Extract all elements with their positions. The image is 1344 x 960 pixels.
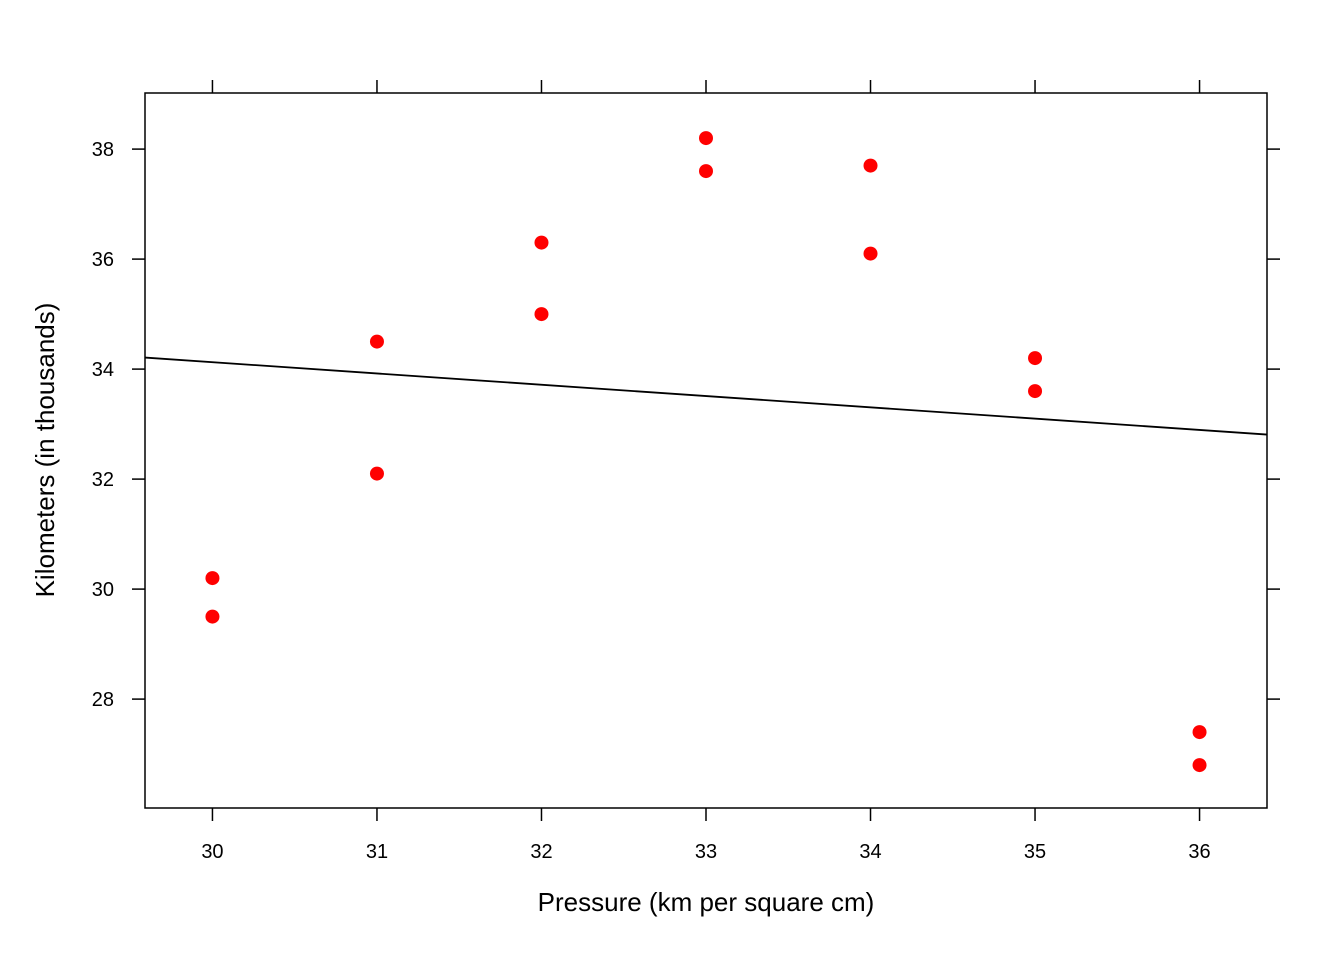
tick-labels: 30 31 32 33 34 35 36 28 30 32 34 36 38 xyxy=(92,139,1211,863)
y-tick-label-38: 38 xyxy=(92,139,114,161)
data-point-7 xyxy=(699,164,713,179)
data-point-1 xyxy=(205,609,220,624)
x-tick-label-36: 36 xyxy=(1188,841,1210,863)
y-tick-label-28: 28 xyxy=(92,689,114,711)
x-tick-label-31: 31 xyxy=(366,841,388,863)
x-tick-label-33: 33 xyxy=(695,841,717,863)
plot-frame xyxy=(144,92,1268,809)
data-point-2 xyxy=(369,334,384,349)
data-point-6 xyxy=(699,131,713,146)
data-point-10 xyxy=(1028,351,1043,366)
axis-ticks xyxy=(132,80,1280,821)
data-points xyxy=(205,131,1207,773)
data-point-11 xyxy=(1028,384,1043,399)
data-point-3 xyxy=(369,466,384,481)
x-tick-label-35: 35 xyxy=(1024,841,1046,863)
data-point-12 xyxy=(1192,725,1207,740)
fit-line-layer xyxy=(144,356,1268,436)
y-tick-label-36: 36 xyxy=(92,249,114,271)
x-tick-label-34: 34 xyxy=(859,841,881,863)
regression-line xyxy=(144,356,1268,436)
data-point-9 xyxy=(863,246,878,261)
data-point-5 xyxy=(534,307,549,322)
y-tick-label-34: 34 xyxy=(92,359,114,381)
x-axis-title: Pressure (km per square cm) xyxy=(538,887,875,917)
data-point-0 xyxy=(205,571,220,586)
data-point-8 xyxy=(863,158,878,173)
data-point-13 xyxy=(1192,758,1207,773)
y-tick-label-32: 32 xyxy=(92,469,114,491)
y-tick-label-30: 30 xyxy=(92,579,114,601)
y-axis-title: Kilometers (in thousands) xyxy=(30,303,60,598)
data-point-4 xyxy=(534,235,549,250)
x-tick-label-30: 30 xyxy=(201,841,223,863)
x-tick-label-32: 32 xyxy=(530,841,552,863)
